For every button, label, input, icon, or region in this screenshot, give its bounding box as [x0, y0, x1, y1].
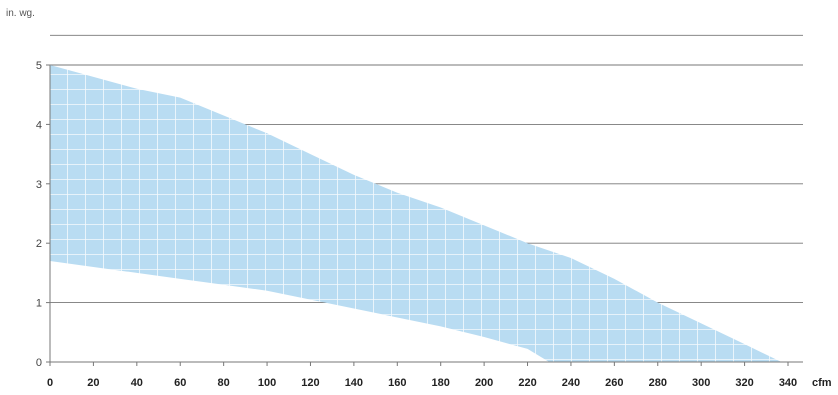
y-tick-label-3: 3 — [36, 179, 42, 191]
x-tick-label-40: 40 — [131, 377, 143, 389]
x-tick-label-60: 60 — [174, 377, 186, 389]
y-tick-label-0: 0 — [36, 357, 42, 369]
x-tick-label-260: 260 — [605, 377, 623, 389]
plot-area — [50, 65, 782, 362]
y-tick-label-2: 2 — [36, 238, 42, 250]
y-tick-label-1: 1 — [36, 298, 42, 310]
x-tick-label-320: 320 — [735, 377, 753, 389]
x-tick-label-240: 240 — [562, 377, 580, 389]
x-tick-label-0: 0 — [47, 377, 53, 389]
tick-labels: 0 20 40 60 80 100 120 140 160 180 200 220 240 260 280 3… — [36, 60, 797, 389]
x-tick-label-180: 180 — [432, 377, 450, 389]
x-tick-label-200: 200 — [475, 377, 493, 389]
x-tick-label-20: 20 — [87, 377, 99, 389]
y-axis-label: in. wg. — [6, 8, 35, 19]
x-tick-label-220: 220 — [518, 377, 536, 389]
x-tick-label-300: 300 — [692, 377, 710, 389]
y-tick-label-4: 4 — [36, 119, 42, 131]
x-tick-label-120: 120 — [301, 377, 319, 389]
axes — [46, 64, 803, 366]
y-tick-label-5: 5 — [36, 60, 42, 72]
x-tick-label-100: 100 — [258, 377, 276, 389]
x-tick-label-160: 160 — [388, 377, 406, 389]
x-tick-label-280: 280 — [649, 377, 667, 389]
x-tick-label-340: 340 — [779, 377, 797, 389]
x-axis-unit: cfm — [812, 377, 832, 389]
x-tick-label-140: 140 — [345, 377, 363, 389]
operating-range-area — [50, 65, 782, 362]
x-tick-label-80: 80 — [218, 377, 230, 389]
